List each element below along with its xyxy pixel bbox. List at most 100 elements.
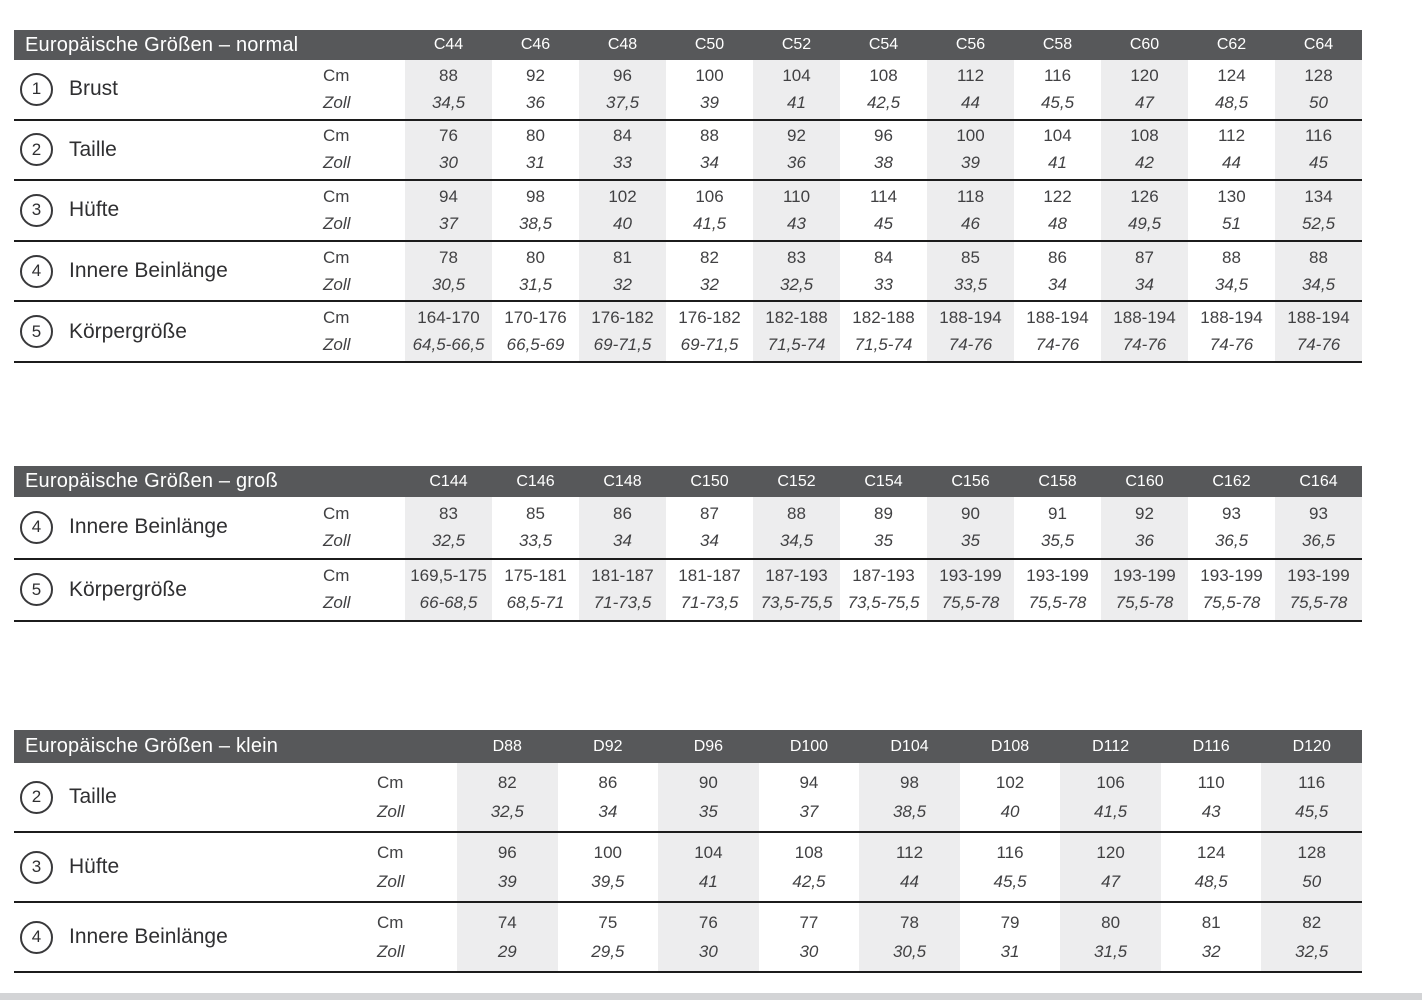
zoll-value: 40 [613, 213, 632, 233]
value-cell: 76 30 [658, 903, 759, 971]
value-cell: 84 33 [840, 242, 927, 301]
zoll-value: 47 [1101, 871, 1121, 891]
value-cell: 92 36 [753, 120, 840, 180]
column-header-c62: C62 [1216, 36, 1247, 53]
zoll-value: 30,5 [892, 941, 927, 961]
size-table-gross: Europäische Größen – groß C144 C146 C148 C1… [14, 466, 1362, 622]
zoll-value: 34 [700, 530, 719, 550]
value-cell: 94 37 [405, 181, 492, 240]
value-cell: 116 45,5 [960, 833, 1061, 901]
table-title: Europäische Größen – klein [25, 735, 279, 757]
value-cell: 164-170 64,5-66,5 [405, 302, 492, 361]
zoll-value: 45,5 [993, 871, 1027, 891]
cm-value: 120 [1130, 65, 1159, 85]
cm-value: 114 [869, 186, 898, 206]
zoll-value: 33,5 [953, 274, 988, 294]
zoll-value: 34 [1048, 274, 1067, 294]
zoll-value: 46 [961, 213, 980, 233]
zoll-value: 48 [1048, 213, 1067, 233]
cm-value: 122 [1043, 186, 1072, 206]
cm-value: 79 [1000, 912, 1020, 932]
value-cell: 96 38 [840, 121, 927, 180]
cm-value: 94 [439, 186, 458, 206]
unit-cm-label: Cm [377, 842, 404, 862]
value-cell: 110 43 [1161, 763, 1262, 831]
zoll-value: 35 [874, 530, 893, 550]
value-cell: 86 34 [579, 497, 666, 558]
unit-cell: Cm Zoll [319, 121, 405, 180]
cm-value: 98 [900, 772, 919, 792]
value-cell: 181-187 71-73,5 [579, 559, 666, 620]
cm-value: 86 [1048, 247, 1067, 267]
unit-zoll-label: Zoll [323, 92, 351, 112]
row-label-cell: 5 Körpergröße [14, 560, 319, 621]
row-number-badge: 5 [20, 315, 53, 349]
value-cell: 188-194 74-76 [1275, 302, 1362, 361]
value-cell: 91 35,5 [1014, 497, 1101, 558]
cm-value: 118 [956, 186, 985, 206]
zoll-value: 66,5-69 [506, 335, 565, 355]
zoll-value: 42,5 [792, 871, 826, 891]
zoll-value: 32,5 [431, 530, 466, 550]
table-header-bar: Europäische Größen – normal C44 C46 C48 C50… [14, 30, 1362, 60]
column-header-c146: C146 [516, 472, 555, 490]
unit-cm-label: Cm [323, 247, 350, 267]
cm-value: 96 [613, 65, 632, 85]
cm-value: 116 [1043, 65, 1072, 85]
zoll-value: 51 [1222, 213, 1241, 233]
zoll-value: 44 [1222, 153, 1241, 173]
cm-value: 116 [1304, 126, 1333, 146]
unit-zoll-label: Zoll [377, 801, 405, 821]
row-label: Hüfte [69, 198, 120, 222]
value-cell: 78 30,5 [859, 903, 960, 971]
column-header-c50: C50 [694, 36, 725, 53]
row-label-cell: 3 Hüfte [14, 833, 360, 901]
table-row-group: 4 Innere Beinlänge Cm Zoll 74 29 75 29,5 76 30 77 3… [14, 903, 1362, 973]
value-cell: 181-187 71-73,5 [666, 560, 753, 621]
cm-value: 86 [613, 503, 632, 523]
column-header-c152: C152 [777, 472, 816, 490]
size-table-klein: Europäische Größen – klein D88 D92 D96 D100… [14, 730, 1362, 973]
zoll-value: 32 [613, 274, 632, 294]
cm-value: 187-193 [765, 566, 828, 586]
value-cell: 106 41,5 [666, 181, 753, 240]
zoll-value: 41,5 [1094, 801, 1128, 821]
zoll-value: 39,5 [591, 871, 625, 891]
cm-value: 90 [961, 503, 980, 523]
value-cell: 112 44 [859, 833, 960, 901]
zoll-value: 71-73,5 [593, 593, 652, 613]
zoll-value: 34,5 [779, 530, 814, 550]
zoll-value: 42,5 [866, 92, 901, 112]
zoll-value: 48,5 [1214, 92, 1249, 112]
zoll-value: 45,5 [1040, 92, 1075, 112]
value-cell: 176-182 69-71,5 [579, 302, 666, 361]
unit-cell: Cm Zoll [319, 60, 405, 119]
zoll-value: 45 [874, 213, 893, 233]
cm-value: 98 [526, 186, 545, 206]
value-cell: 114 45 [840, 181, 927, 240]
column-header-d100: D100 [789, 737, 829, 755]
value-cell: 112 44 [927, 60, 1014, 119]
cm-value: 81 [1201, 912, 1221, 932]
zoll-value: 32 [1201, 941, 1221, 961]
value-cell: 88 34,5 [1275, 241, 1362, 301]
zoll-value: 71-73,5 [680, 593, 739, 613]
column-header-c160: C160 [1125, 472, 1164, 490]
cm-value: 100 [956, 126, 985, 146]
value-cell: 89 35 [840, 497, 927, 558]
cm-value: 75 [598, 912, 618, 932]
table-body: 4 Innere Beinlänge Cm Zoll 83 32,5 85 33,5 86 34 8… [14, 497, 1362, 622]
table-row-group: 4 Innere Beinlänge Cm Zoll 83 32,5 85 33,5 86 34 8… [14, 497, 1362, 560]
value-cell: 81 32 [579, 241, 666, 301]
row-label: Brust [69, 77, 119, 101]
value-cell: 85 33,5 [492, 497, 579, 558]
cm-value: 88 [787, 503, 806, 523]
cm-value: 188-194 [1113, 308, 1176, 328]
value-cell: 80 31,5 [492, 242, 579, 301]
cm-value: 128 [1297, 842, 1326, 862]
row-label: Taille [69, 137, 117, 161]
value-cell: 120 47 [1101, 60, 1188, 119]
zoll-value: 30,5 [431, 274, 466, 294]
unit-cm-label: Cm [377, 772, 404, 792]
